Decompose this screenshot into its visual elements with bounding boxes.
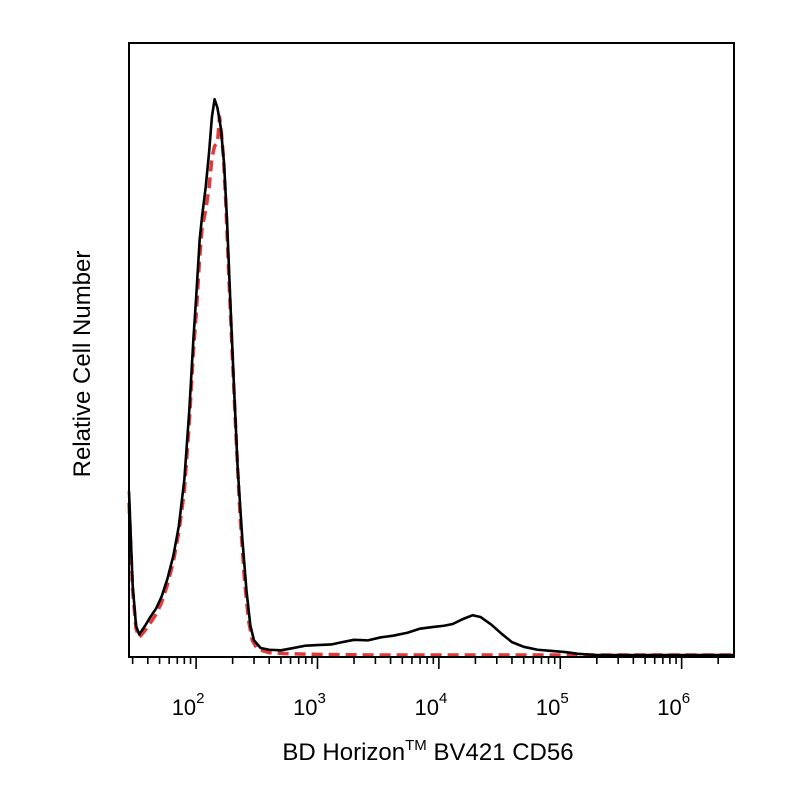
x-tick-label: 105 bbox=[536, 690, 569, 720]
plot-area bbox=[127, 97, 734, 657]
series-line-solid-black bbox=[127, 97, 734, 657]
x-axis-ticks bbox=[131, 657, 719, 669]
y-axis-title: Relative Cell Number bbox=[69, 251, 96, 478]
x-axis-tick-labels: 102 103 104 105 106 bbox=[172, 690, 690, 720]
plot-frame bbox=[128, 42, 735, 658]
x-tick-label: 102 bbox=[172, 690, 205, 720]
x-tick-label: 103 bbox=[293, 690, 326, 720]
x-axis-title: BD HorizonTM BV421 CD56 bbox=[282, 737, 573, 766]
x-tick-label: 106 bbox=[657, 690, 690, 720]
x-tick-label: 104 bbox=[414, 690, 447, 720]
series-line-dashed-red bbox=[127, 115, 734, 657]
